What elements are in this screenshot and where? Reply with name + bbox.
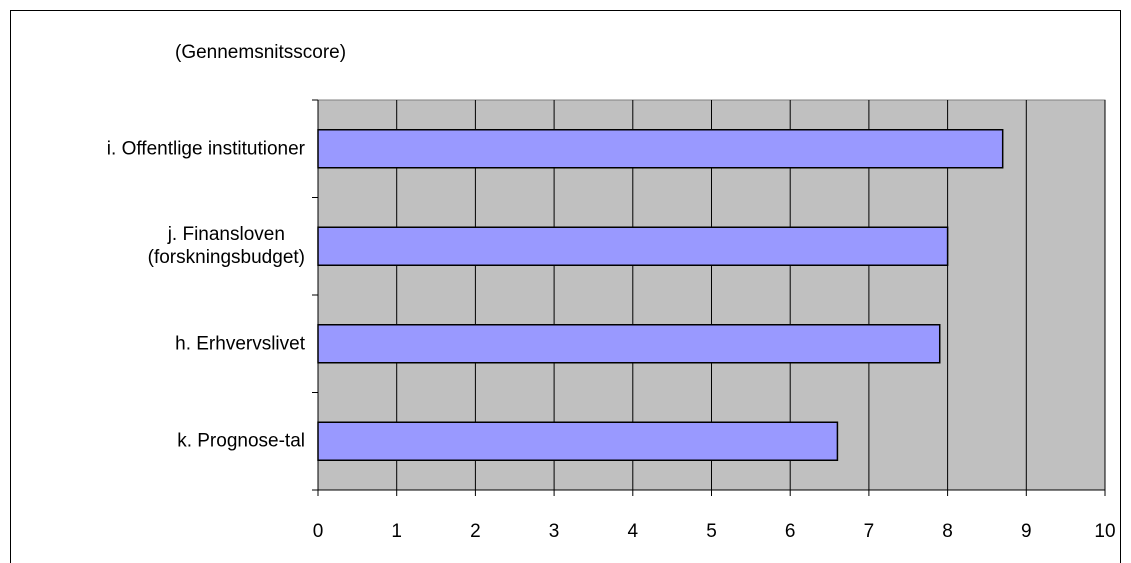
bar	[317, 129, 1004, 169]
bar	[317, 324, 941, 364]
x-tick-label: 7	[864, 521, 875, 542]
bar	[317, 421, 839, 461]
x-tick-label: 3	[549, 521, 560, 542]
x-tick-label: 4	[628, 521, 639, 542]
x-tick-label: 10	[1094, 521, 1115, 542]
chart-frame	[10, 10, 1121, 563]
y-tick-label: i. Offentlige institutioner	[106, 138, 305, 160]
x-tick-label: 2	[470, 521, 481, 542]
x-tick-label: 9	[1021, 521, 1032, 542]
x-tick-label: 0	[313, 521, 324, 542]
y-tick-label: j. Finansloven (forskningsbudget)	[147, 224, 305, 269]
x-tick-label: 6	[785, 521, 796, 542]
chart-title: (Gennemsnitsscore)	[175, 42, 346, 63]
bar	[317, 226, 949, 266]
y-tick-label: h. Erhvervslivet	[175, 333, 305, 355]
x-tick-label: 5	[706, 521, 717, 542]
y-tick-label: k. Prognose-tal	[177, 430, 305, 452]
x-tick-label: 8	[942, 521, 953, 542]
x-tick-label: 1	[391, 521, 402, 542]
